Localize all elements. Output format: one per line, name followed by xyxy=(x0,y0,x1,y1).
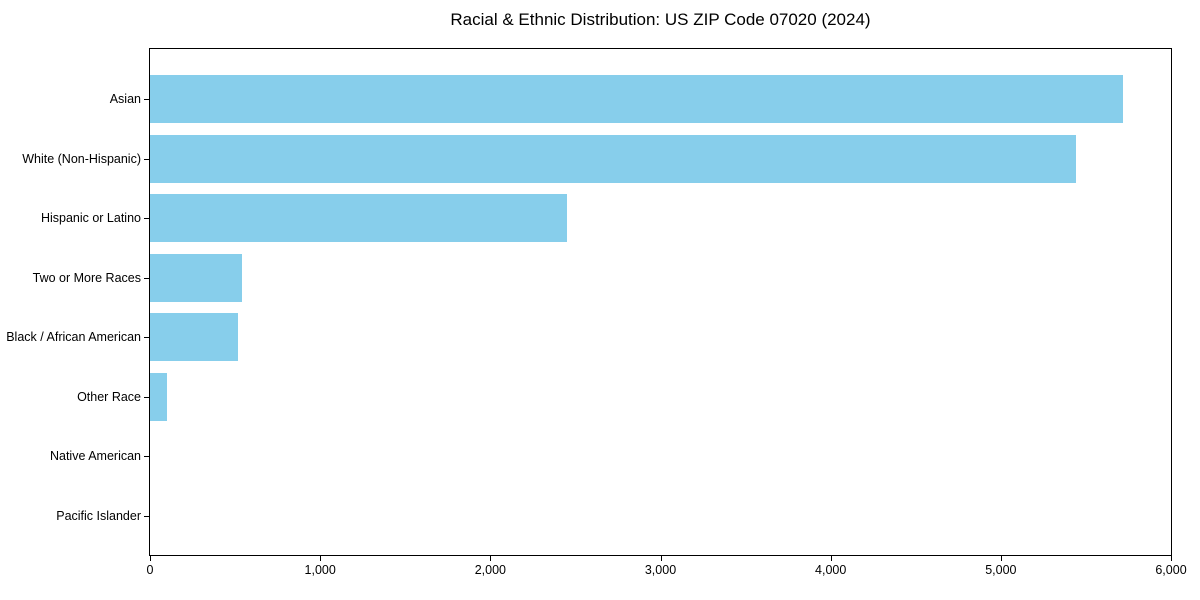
y-tick-native-american xyxy=(144,456,150,457)
x-tick-3000 xyxy=(660,555,662,561)
x-tick-1000 xyxy=(320,555,322,561)
bar-white-non-hispanic xyxy=(150,134,1076,183)
x-tick-label-2000: 2,000 xyxy=(474,563,506,577)
bar-asian xyxy=(150,75,1123,123)
x-tick-label-5000: 5,000 xyxy=(985,563,1017,577)
x-tick-label-1000: 1,000 xyxy=(304,563,336,577)
x-tick-label-3000: 3,000 xyxy=(644,563,677,577)
y-tick-pacific-islander xyxy=(144,515,150,517)
x-tick-label-6000: 6,000 xyxy=(1155,563,1187,577)
bar-hispanic-or-latino xyxy=(150,194,567,242)
x-tick-6000 xyxy=(1171,555,1172,561)
bar-other-race xyxy=(150,372,168,421)
y-tick-asian xyxy=(144,99,150,100)
y-label-black-african-american: Black / African American xyxy=(6,330,141,344)
y-tick-two-or-more-races xyxy=(144,277,150,279)
y-label-other-race: Other Race xyxy=(77,389,141,404)
y-label-pacific-islander: Pacific Islander xyxy=(56,508,141,523)
y-label-asian: Asian xyxy=(109,92,141,106)
y-label-hispanic-or-latino: Hispanic or Latino xyxy=(40,211,141,225)
y-tick-black-african-american xyxy=(144,337,150,338)
bar-black-african-american xyxy=(150,313,239,361)
y-label-native-american: Native American xyxy=(49,449,141,463)
x-tick-0 xyxy=(150,555,151,561)
x-tick-4000 xyxy=(830,555,832,561)
chart-title: Racial & Ethnic Distribution: US ZIP Cod… xyxy=(450,10,871,29)
x-tick-label-0: 0 xyxy=(146,563,154,577)
x-tick-5000 xyxy=(1000,555,1002,561)
y-label-white-non-hispanic: White (Non-Hispanic) xyxy=(22,151,141,166)
y-tick-white-non-hispanic xyxy=(144,158,150,160)
x-tick-2000 xyxy=(490,555,492,561)
y-tick-hispanic-or-latino xyxy=(144,218,150,219)
y-tick-other-race xyxy=(144,396,150,398)
plot-area: Asian White (Non-Hispanic) Hispanic or Lat… xyxy=(6,48,1187,577)
bar-two-or-more-races xyxy=(150,253,242,302)
y-label-two-or-more-races: Two or More Races xyxy=(32,270,141,285)
x-tick-label-4000: 4,000 xyxy=(815,563,847,577)
